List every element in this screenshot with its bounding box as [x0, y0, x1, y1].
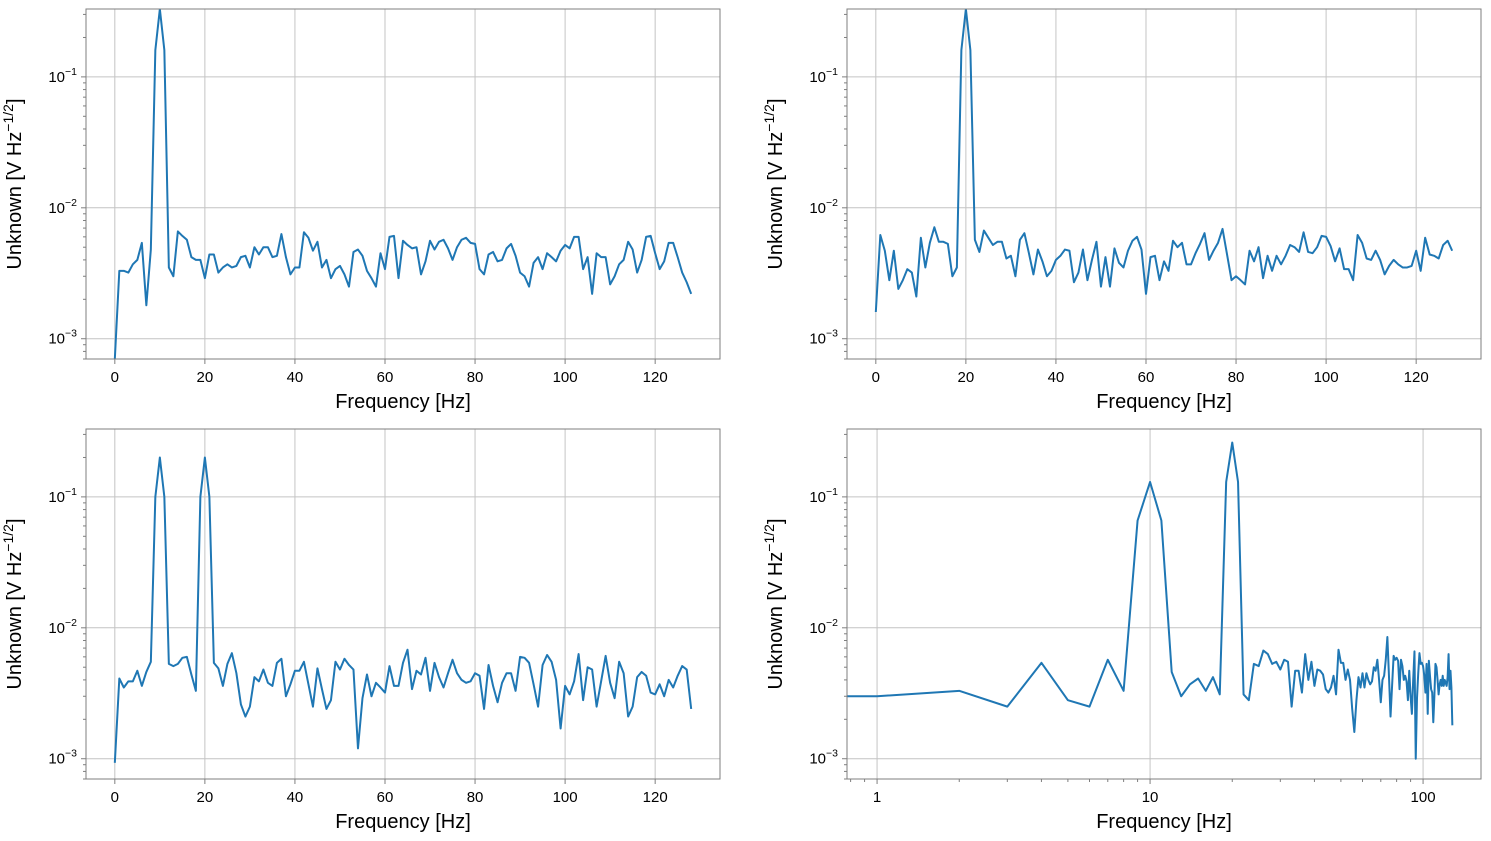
x-tick-label: 120	[1404, 369, 1429, 386]
x-tick-label: 100	[553, 789, 578, 806]
x-tick-label: 0	[111, 369, 119, 386]
x-tick-label: 10	[1142, 789, 1159, 806]
y-tick-label: 10−1	[48, 66, 77, 86]
y-tick-label: 10−2	[809, 197, 838, 217]
y-axis-label-main: Unknown [V Hz	[4, 132, 26, 270]
y-axis-label-exponent: −1/2	[761, 104, 777, 132]
y-tick-base: 10	[809, 620, 826, 637]
y-tick-exponent: −1	[65, 486, 77, 498]
x-tick-label: 40	[287, 369, 304, 386]
x-tick-label: 100	[1314, 369, 1339, 386]
axes-frame	[85, 8, 721, 360]
x-tick-label: 1	[873, 789, 881, 806]
x-tick-label: 120	[643, 369, 668, 386]
y-tick-exponent: −2	[826, 617, 838, 629]
y-tick-label: 10−3	[48, 328, 77, 348]
y-axis-label-end: ]	[4, 98, 26, 104]
y-axis-label-end: ]	[765, 518, 787, 524]
y-tick-label: 10−2	[48, 617, 77, 637]
y-tick-base: 10	[809, 489, 826, 506]
y-tick-base: 10	[809, 751, 826, 768]
y-tick-label: 10−3	[809, 328, 838, 348]
y-tick-base: 10	[48, 489, 65, 506]
x-tick-label: 80	[467, 789, 484, 806]
y-tick-exponent: −1	[826, 66, 838, 78]
y-tick-label: 10−1	[48, 486, 77, 506]
y-axis-label-end: ]	[4, 518, 26, 524]
y-axis-label-exponent: −1/2	[0, 104, 16, 132]
y-tick-exponent: −3	[65, 748, 77, 760]
y-axis-label-main: Unknown [V Hz	[4, 552, 26, 690]
x-axis-label: Frequency [Hz]	[1096, 391, 1232, 413]
y-axis-label-main: Unknown [V Hz	[765, 132, 787, 270]
x-tick-label: 60	[377, 369, 394, 386]
x-tick-label: 0	[111, 789, 119, 806]
axes-frame	[846, 8, 1482, 360]
x-axis-label: Frequency [Hz]	[335, 391, 471, 413]
y-tick-label: 10−3	[809, 748, 838, 768]
x-tick-label: 0	[872, 369, 880, 386]
y-tick-exponent: −2	[65, 617, 77, 629]
x-axis-label: Frequency [Hz]	[335, 811, 471, 833]
x-tick-label: 80	[1228, 369, 1245, 386]
y-axis-label-exponent: −1/2	[0, 524, 16, 552]
x-tick-label: 60	[1138, 369, 1155, 386]
y-tick-exponent: −2	[826, 197, 838, 209]
y-tick-base: 10	[48, 331, 65, 348]
y-axis-label: Unknown [V Hz−1/2]	[761, 518, 787, 689]
y-tick-label: 10−2	[48, 197, 77, 217]
y-tick-base: 10	[809, 200, 826, 217]
y-axis-label-end: ]	[765, 98, 787, 104]
y-tick-exponent: −2	[65, 197, 77, 209]
x-tick-label: 120	[643, 789, 668, 806]
y-tick-label: 10−3	[48, 748, 77, 768]
y-tick-exponent: −3	[826, 748, 838, 760]
y-tick-base: 10	[48, 751, 65, 768]
y-axis-label: Unknown [V Hz−1/2]	[0, 98, 26, 269]
series-line	[113, 9, 693, 359]
y-tick-base: 10	[809, 331, 826, 348]
series-line	[874, 9, 1454, 313]
axes-frame	[85, 428, 721, 780]
y-tick-base: 10	[48, 200, 65, 217]
x-tick-label: 100	[1411, 789, 1436, 806]
axes-frame	[846, 428, 1482, 780]
y-tick-exponent: −3	[826, 328, 838, 340]
x-tick-label: 20	[958, 369, 975, 386]
y-tick-exponent: −3	[65, 328, 77, 340]
x-tick-label: 20	[197, 369, 214, 386]
series-line	[847, 441, 1454, 760]
y-tick-base: 10	[48, 620, 65, 637]
y-tick-base: 10	[809, 69, 826, 86]
series-line	[113, 456, 693, 763]
x-tick-label: 100	[553, 369, 578, 386]
y-tick-exponent: −1	[65, 66, 77, 78]
x-tick-label: 20	[197, 789, 214, 806]
x-tick-label: 40	[287, 789, 304, 806]
x-axis-label: Frequency [Hz]	[1096, 811, 1232, 833]
x-tick-label: 80	[467, 369, 484, 386]
x-tick-label: 40	[1048, 369, 1065, 386]
y-tick-base: 10	[48, 69, 65, 86]
y-tick-label: 10−1	[809, 66, 838, 86]
x-tick-label: 60	[377, 789, 394, 806]
y-axis-label-exponent: −1/2	[761, 524, 777, 552]
y-tick-label: 10−1	[809, 486, 838, 506]
y-tick-exponent: −1	[826, 486, 838, 498]
y-axis-label: Unknown [V Hz−1/2]	[761, 98, 787, 269]
y-axis-label: Unknown [V Hz−1/2]	[0, 518, 26, 689]
y-axis-label-main: Unknown [V Hz	[765, 552, 787, 690]
y-tick-label: 10−2	[809, 617, 838, 637]
